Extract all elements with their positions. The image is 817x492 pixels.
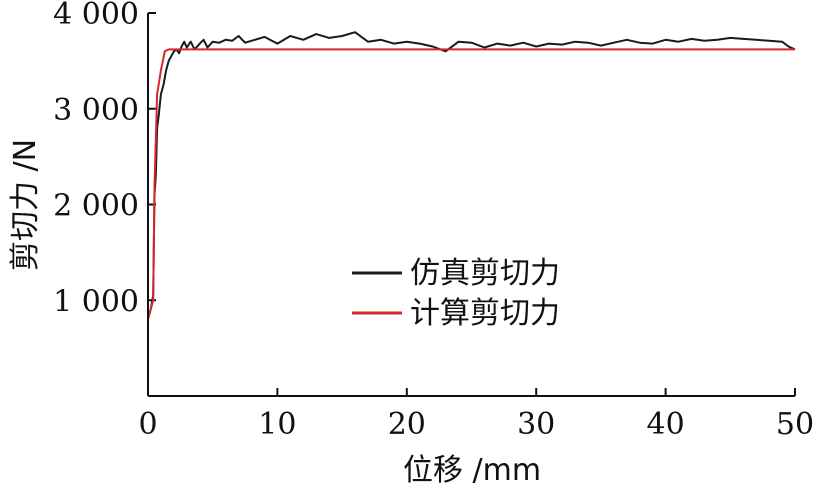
y-tick-label: 2 000 xyxy=(53,189,139,224)
legend-label-simulated: 仿真剪切力 xyxy=(410,256,560,291)
series-line-calculated xyxy=(147,48,795,320)
x-tick-label: 40 xyxy=(647,407,685,442)
y-tick-label: 1 000 xyxy=(53,284,139,319)
x-axis-title: 位移 /mm xyxy=(403,453,541,488)
x-tick-label: 30 xyxy=(517,407,555,442)
y-axis-title: 剪切力 /N xyxy=(8,139,43,271)
x-tick-label: 0 xyxy=(138,407,157,442)
y-tick-label: 3 000 xyxy=(53,93,139,128)
ticks-layer xyxy=(147,12,796,396)
legend: 仿真剪切力 计算剪切力 xyxy=(352,256,560,331)
legend-label-calculated: 计算剪切力 xyxy=(410,296,560,331)
series-line-simulated xyxy=(147,31,796,318)
x-tick-label: 10 xyxy=(258,407,296,442)
tick-labels-layer: 0 10 20 30 40 50 1 000 2 000 3 000 4 000 xyxy=(53,0,814,442)
series-layer xyxy=(147,31,796,320)
x-tick-label: 50 xyxy=(776,407,814,442)
y-tick-label: 4 000 xyxy=(53,0,139,32)
x-tick-label: 20 xyxy=(388,407,426,442)
